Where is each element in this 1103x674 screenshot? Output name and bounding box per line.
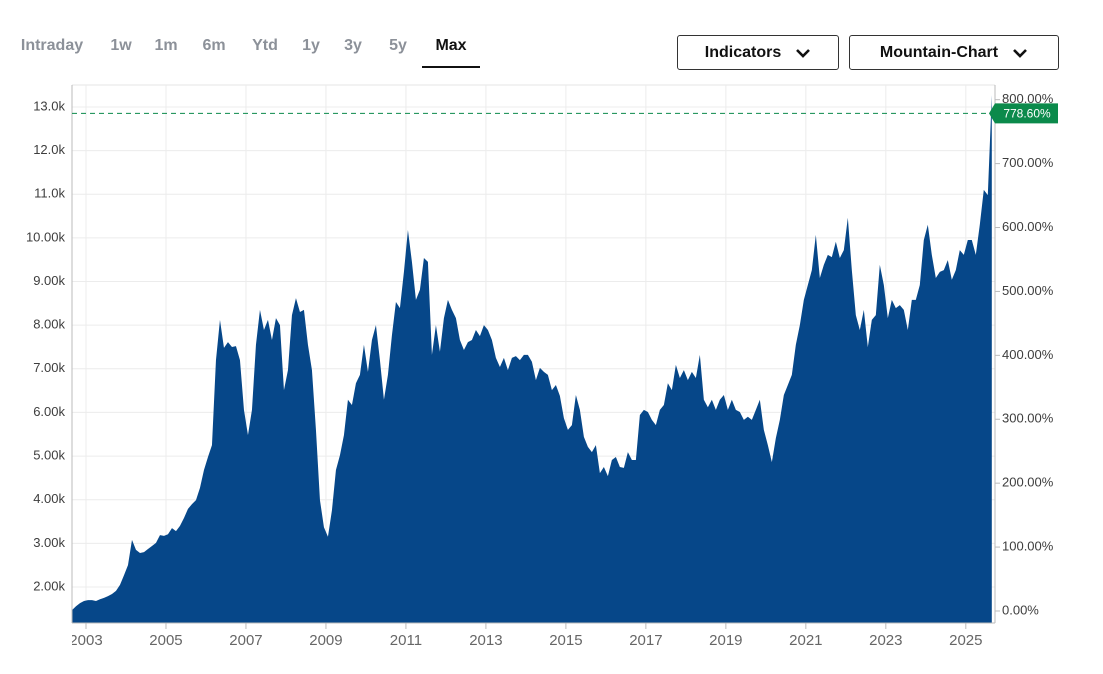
x-tick-label: 2017 bbox=[629, 632, 662, 649]
y-tick-label: 12.0k bbox=[33, 142, 65, 157]
mountain-area bbox=[72, 95, 992, 624]
chevron-icon bbox=[1013, 48, 1028, 58]
y-tick-label: 10.00k bbox=[26, 229, 66, 244]
x-tick-label: 2003 bbox=[69, 632, 102, 649]
y2-tick-label: 500.00% bbox=[1002, 283, 1054, 298]
range-tab[interactable]: 6m bbox=[202, 37, 226, 54]
y-tick-label: 7.00k bbox=[33, 360, 65, 375]
range-tabs: Intraday 1w 1m 6m Ytd 1y 3y 5y Max bbox=[0, 0, 600, 80]
range-tab[interactable]: 5y bbox=[389, 37, 407, 54]
range-tab[interactable]: Ytd bbox=[252, 37, 278, 54]
y-tick-label: 4.00k bbox=[33, 491, 65, 506]
x-tick-label: 2023 bbox=[869, 632, 902, 649]
y2-tick-label: 200.00% bbox=[1002, 475, 1054, 490]
range-tab[interactable]: Intraday bbox=[20, 37, 84, 54]
range-tab[interactable]: 1y bbox=[302, 37, 320, 54]
range-tab[interactable]: Max bbox=[435, 37, 467, 54]
y-tick-label: 8.00k bbox=[33, 317, 65, 332]
x-tick-label: 2025 bbox=[949, 632, 982, 649]
x-tick-label: 2005 bbox=[149, 632, 182, 649]
x-tick-label: 2015 bbox=[549, 632, 582, 649]
y2-tick-label: 600.00% bbox=[1002, 219, 1054, 234]
x-tick-label: 2013 bbox=[469, 632, 502, 649]
y-tick-label: 9.00k bbox=[33, 273, 65, 288]
y2-tick-label: 0.00% bbox=[1002, 602, 1039, 617]
x-tick-label: 2009 bbox=[309, 632, 342, 649]
range-tab[interactable]: 1w bbox=[110, 37, 132, 54]
y-tick-label: 5.00k bbox=[33, 448, 65, 463]
y-tick-label: 6.00k bbox=[33, 404, 65, 419]
range-tab[interactable]: 3y bbox=[344, 37, 362, 54]
x-tick-label: 2011 bbox=[390, 632, 422, 649]
y2-tick-label: 100.00% bbox=[1002, 539, 1054, 554]
chevron-icon bbox=[796, 48, 811, 58]
chart-type-button[interactable]: Mountain-Chart bbox=[849, 35, 1059, 70]
y2-tick-label: 400.00% bbox=[1002, 347, 1054, 362]
y-tick-label: 3.00k bbox=[33, 535, 65, 550]
x-tick-label: 2021 bbox=[789, 632, 822, 649]
range-tab[interactable]: 1m bbox=[154, 37, 178, 54]
y2-tick-label: 300.00% bbox=[1002, 411, 1054, 426]
indicators-button[interactable]: Indicators bbox=[677, 35, 839, 70]
y-tick-label: 13.0k bbox=[33, 98, 65, 113]
y2-tick-label: 800.00% bbox=[1002, 91, 1054, 106]
tab-underline bbox=[422, 66, 480, 68]
marker-badge bbox=[989, 103, 1058, 124]
x-tick-label: 2019 bbox=[709, 632, 742, 649]
button-label: Indicators bbox=[704, 43, 782, 61]
current-value-label: 778.60% bbox=[1003, 107, 1051, 121]
y2-tick-label: 700.00% bbox=[1002, 155, 1054, 170]
y-tick-label: 11.0k bbox=[34, 186, 65, 201]
y-tick-label: 2.00k bbox=[33, 578, 65, 593]
x-tick-label: 2007 bbox=[229, 632, 262, 649]
button-label: Mountain-Chart bbox=[879, 43, 999, 61]
